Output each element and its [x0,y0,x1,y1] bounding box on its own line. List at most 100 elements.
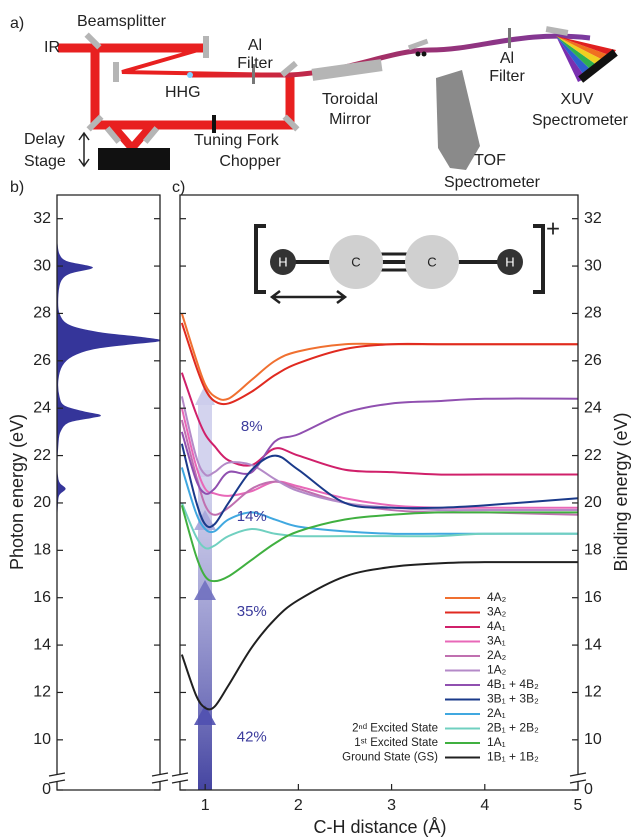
x-tick-label: 4 [480,797,489,814]
mirror [282,114,300,132]
schematic-label: HHG [165,84,201,101]
schematic-label: Spectrometer [532,112,629,129]
mirror [142,126,160,144]
potential-curve [180,443,579,529]
legend-label: 2A₁ [487,706,506,720]
annotation: 35% [237,603,267,620]
y2-tick-label: 32 [584,210,602,227]
target [415,51,421,57]
legend-note: Ground State (GS) [342,752,438,764]
curves [180,313,579,711]
tof-spectrometer [436,70,480,170]
atom-label: H [505,254,514,269]
panel-label: c) [172,179,185,196]
excitation-arrow [194,385,216,790]
axis-break [570,774,586,782]
annotation: 42% [237,728,267,745]
mirror [203,36,209,58]
y-tick-label: 24 [33,399,51,416]
potential-curve [180,322,578,406]
al-filter [508,28,511,48]
schematic-label: Al [500,50,514,67]
potential-curve [180,502,579,550]
y-tick-label: 22 [33,447,51,464]
mirror [84,32,102,50]
x-tick-label: 2 [294,797,303,814]
potential-curve [180,467,578,535]
y-axis-title: Photon energy (eV) [7,414,27,570]
axis-frame [56,194,161,791]
schematic-label: TOF [474,152,506,169]
y-tick-label: 14 [33,636,51,653]
y-tick-label: 20 [33,494,51,511]
xuv-fan [556,36,618,83]
atom-label: H [278,254,287,269]
schematic-label: Filter [489,68,525,85]
legend-label: 1A₂ [487,663,507,677]
axis-break [172,774,188,782]
schematic-label: XUV [561,91,594,108]
schematic-label: Delay [24,131,65,148]
potential-curve [180,396,578,512]
schematic-label: Chopper [219,153,281,170]
y2-tick-label: 0 [584,781,593,798]
mirror [407,38,429,51]
potential-curve [180,561,579,711]
y2-tick-label: 22 [584,447,602,464]
legend-note: 1ˢᵗ Excited State [354,737,438,749]
annotation: 14% [237,508,267,525]
potential-curve [180,372,578,476]
y-tick-label: 30 [33,257,51,274]
spectrum [56,242,161,515]
schematic [58,26,618,170]
y2-tick-label: 26 [584,352,602,369]
schematic-label: IR [44,39,60,56]
y2-tick-label: 24 [584,399,602,416]
legend-label: 3A₂ [487,605,507,619]
delay-stage [98,148,170,170]
legend-label: 4A₂ [487,590,507,604]
axis-break [151,772,169,784]
y2-tick-label: 14 [584,636,602,653]
schematic-label: Stage [24,153,66,170]
x-tick-label: 1 [201,797,210,814]
legend-label: 2A₂ [487,648,507,662]
axis-break [152,774,168,782]
schematic-label: Mirror [329,111,371,128]
mirror [86,114,104,132]
y-tick-label: 26 [33,352,51,369]
grating [545,26,569,36]
legend-label: 3B₁ + 3B₂ [487,692,539,706]
legend-label: 4B₁ + 4B₂ [487,677,539,691]
ir-beam [90,48,295,130]
y2-tick-label: 18 [584,542,602,559]
y-tick-label: 28 [33,305,51,322]
axis-break [171,772,189,784]
x-axis-title: C-H distance (Å) [313,817,446,837]
target [421,51,427,57]
legend-label: 4A₁ [487,619,506,633]
schematic-label: Filter [237,55,273,72]
y2-tick-label: 28 [584,305,602,322]
schematic-label: Spectrometer [444,174,541,191]
schematic-label: Al [248,37,262,54]
x-tick-label: 5 [574,797,583,814]
y-tick-label: 0 [42,781,51,798]
molecule [254,224,545,304]
schematic-label: Tuning Fork [194,132,280,149]
al-filter [252,64,255,84]
hhg-point [187,72,193,78]
atom-label: C [351,254,360,269]
mirror [280,60,298,78]
annotation: 8% [241,418,263,435]
mirror [104,126,122,144]
panel-label: b) [10,179,24,196]
y2-tick-label: 30 [584,257,602,274]
schematic-label: Toroidal [322,91,378,108]
toroidal-mirror [311,59,383,81]
panel-label: a) [10,15,24,32]
y2-tick-label: 20 [584,494,602,511]
y-tick-label: 12 [33,684,51,701]
